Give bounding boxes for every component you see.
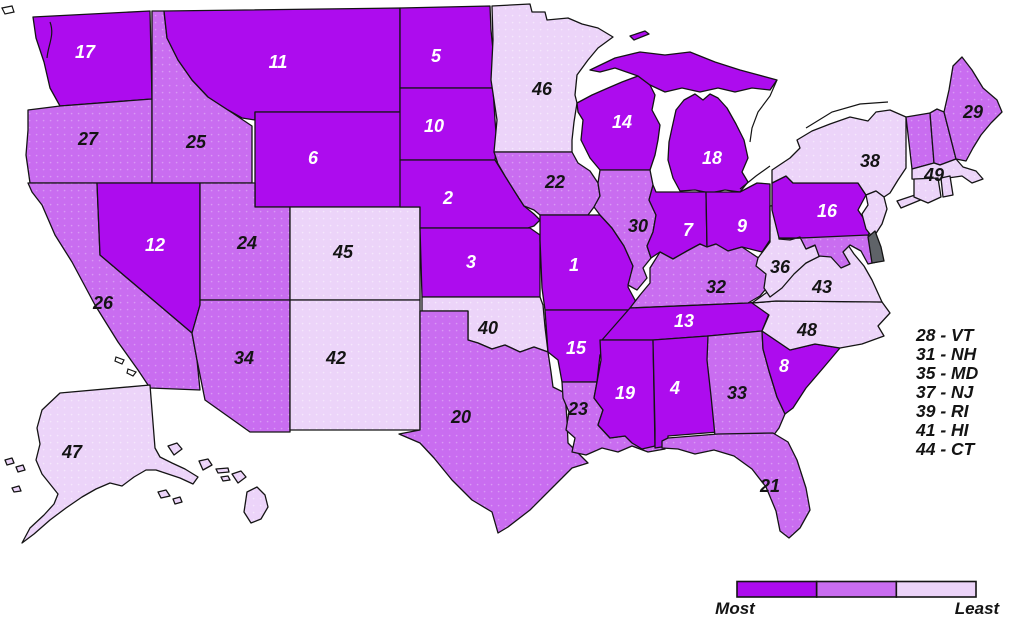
small-state-entry-ct: 44 - CT — [915, 439, 976, 459]
channel-islands — [114, 356, 137, 377]
state-co[interactable] — [289, 206, 421, 301]
state-de[interactable] — [867, 230, 885, 264]
small-state-entry-md: 35 - MD — [916, 363, 979, 383]
state-wa[interactable] — [32, 10, 153, 107]
states-layer — [4, 3, 1003, 544]
scale-swatch-mid — [815, 580, 898, 598]
canada-border-line-huron — [749, 79, 778, 143]
state-me[interactable] — [943, 56, 1003, 162]
canada-border-line-erie — [739, 165, 771, 190]
state-or[interactable] — [25, 98, 153, 184]
small-state-entry-nh: 31 - NH — [916, 344, 977, 364]
scale-legend: Most Least — [715, 580, 1001, 617]
state-ri[interactable] — [940, 175, 954, 198]
state-wi[interactable] — [576, 75, 661, 171]
small-state-entry-vt: 28 - VT — [915, 325, 975, 345]
puget-sound-line — [46, 21, 53, 59]
state-ak[interactable] — [4, 384, 199, 544]
small-state-entry-nj: 37 - NJ — [916, 382, 975, 402]
state-nd[interactable] — [399, 5, 495, 89]
state-az[interactable] — [191, 299, 291, 433]
state-hi[interactable] — [167, 442, 269, 524]
state-ct[interactable] — [913, 177, 942, 204]
state-oh[interactable] — [705, 182, 771, 253]
map-decorations — [1, 5, 889, 377]
small-state-entry-hi: 41 - HI — [915, 420, 970, 440]
state-mi[interactable] — [589, 30, 778, 194]
canada-border-line-ontario — [805, 101, 889, 129]
state-pa[interactable] — [771, 175, 871, 239]
scale-legend-most-label: Most — [715, 599, 756, 617]
state-nm[interactable] — [289, 299, 421, 431]
state-mn[interactable] — [490, 3, 614, 153]
state-nj[interactable] — [861, 190, 888, 239]
scale-swatch-least — [895, 580, 977, 598]
state-sd[interactable] — [399, 87, 498, 161]
scale-legend-least-label: Least — [955, 599, 1001, 617]
scale-swatch-most — [736, 580, 818, 598]
state-vt[interactable] — [905, 112, 935, 170]
small-states-legend: 28 - VT 31 - NH 35 - MD 37 - NJ 39 - RI … — [915, 325, 979, 459]
state-fl[interactable] — [661, 432, 811, 539]
state-ks[interactable] — [419, 227, 541, 298]
vancouver-island — [1, 5, 15, 15]
state-wy[interactable] — [254, 111, 411, 208]
scale-legend-swatches — [736, 580, 977, 598]
small-state-entry-ri: 39 - RI — [916, 401, 970, 421]
